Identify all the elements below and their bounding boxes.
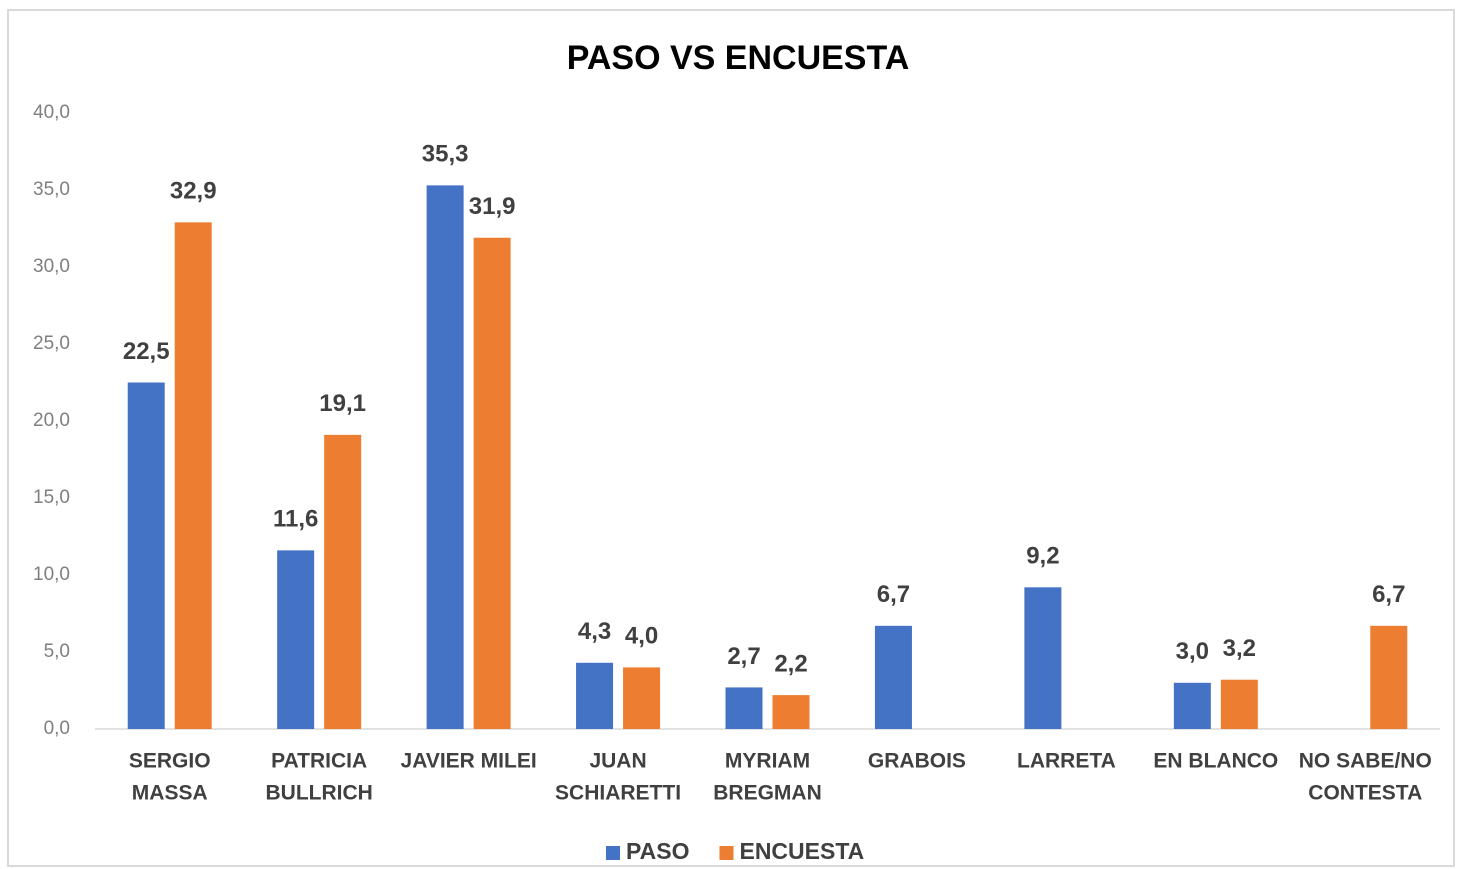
- value-label: 4,3: [578, 618, 611, 645]
- x-tick-label: NO SABE/NO: [1299, 750, 1432, 773]
- y-tick-label: 30,0: [33, 256, 70, 277]
- chart-frame: [7, 9, 1455, 867]
- y-tick-label: 5,0: [44, 641, 70, 662]
- bar: [725, 687, 763, 729]
- value-label: 31,9: [469, 193, 516, 220]
- bar: [277, 550, 315, 729]
- x-tick-label: MASSA: [132, 782, 208, 805]
- bar: [576, 662, 614, 729]
- x-tick-label: SERGIO: [129, 750, 211, 773]
- legend-label: ENCUESTA: [739, 838, 864, 864]
- value-label: 4,0: [625, 623, 658, 650]
- value-label: 3,2: [1223, 635, 1256, 662]
- x-tick-label: GRABOIS: [868, 750, 966, 773]
- bar: [324, 434, 362, 729]
- bar: [426, 185, 464, 729]
- x-tick-label: JAVIER MILEI: [401, 750, 537, 773]
- y-tick-label: 40,0: [33, 102, 70, 123]
- bar: [1173, 682, 1211, 729]
- y-tick-label: 20,0: [33, 410, 70, 431]
- y-tick-label: 35,0: [33, 179, 70, 200]
- bar: [1024, 587, 1062, 729]
- bar: [1370, 625, 1408, 729]
- x-tick-label: LARRETA: [1017, 750, 1116, 773]
- legend-swatch: [719, 846, 734, 860]
- chart-title: PASO VS ENCUESTA: [567, 39, 910, 77]
- value-label: 11,6: [273, 506, 318, 533]
- value-label: 6,7: [877, 581, 910, 608]
- x-tick-label: MYRIAM: [725, 750, 810, 773]
- y-tick-label: 0,0: [44, 718, 70, 739]
- x-tick-label: BULLRICH: [266, 782, 373, 805]
- value-label: 2,2: [774, 650, 807, 677]
- value-label: 22,5: [123, 338, 170, 365]
- value-label: 3,0: [1176, 638, 1209, 665]
- bar: [874, 625, 912, 729]
- x-tick-label: BREGMAN: [713, 782, 822, 805]
- bar: [473, 237, 511, 730]
- value-label: 2,7: [727, 643, 760, 670]
- y-tick-label: 25,0: [33, 333, 70, 354]
- x-tick-label: EN BLANCO: [1153, 750, 1278, 773]
- legend-label: PASO: [626, 838, 689, 864]
- bar: [127, 382, 165, 729]
- bar: [623, 667, 661, 729]
- x-tick-label: JUAN: [589, 750, 646, 773]
- value-label: 35,3: [422, 141, 469, 168]
- value-label: 32,9: [170, 178, 217, 205]
- y-tick-label: 10,0: [33, 564, 70, 585]
- value-label: 19,1: [319, 390, 366, 417]
- legend-swatch: [606, 846, 620, 860]
- y-tick-label: 15,0: [33, 487, 70, 508]
- bar: [174, 222, 212, 729]
- x-tick-label: CONTESTA: [1308, 782, 1422, 805]
- bar: [1220, 679, 1258, 729]
- x-tick-label: PATRICIA: [271, 750, 367, 773]
- bar: [772, 695, 810, 729]
- value-label: 9,2: [1026, 543, 1059, 570]
- x-tick-label: SCHIARETTI: [555, 782, 681, 805]
- value-label: 6,7: [1372, 581, 1405, 608]
